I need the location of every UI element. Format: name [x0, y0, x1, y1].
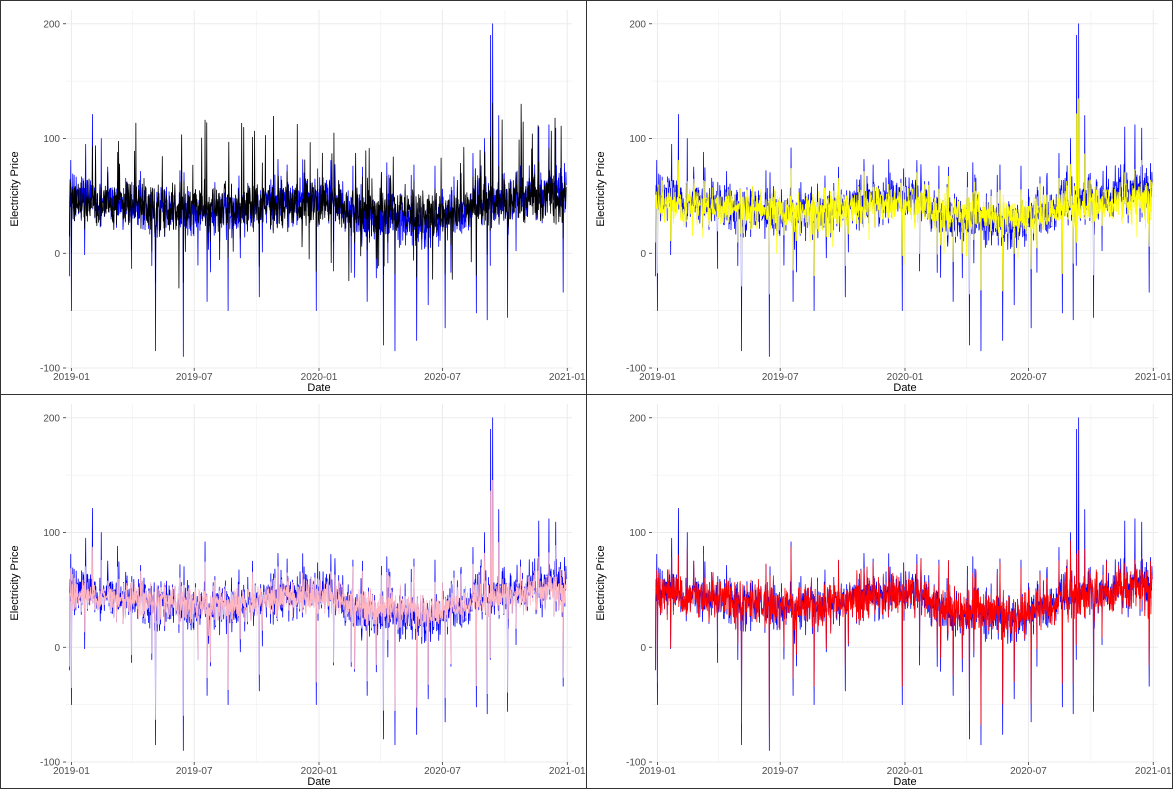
- y-axis-title: Electricity Price: [9, 545, 21, 620]
- y-tick-label: 200: [43, 19, 60, 30]
- y-axis-title: Electricity Price: [9, 151, 21, 226]
- x-tick-label: 2021-01: [1135, 372, 1172, 383]
- x-tick-label: 2020-07: [1010, 766, 1047, 777]
- x-axis-title: Date: [893, 776, 916, 788]
- y-tick-label: 0: [640, 249, 646, 260]
- y-tick-label: -100: [40, 758, 60, 769]
- y-tick-label: 0: [54, 643, 60, 654]
- x-tick-label: 2019-01: [639, 766, 676, 777]
- x-tick-label: 2020-07: [424, 766, 461, 777]
- y-tick-label: 0: [54, 249, 60, 260]
- x-tick-label: 2019-07: [762, 766, 799, 777]
- series-group: [654, 417, 1153, 751]
- x-tick-label: 2019-07: [176, 766, 213, 777]
- panel-bottom-left: -100 0 100 200 2019-01 2019-07 2020-01 2020-07 2…: [0, 394, 587, 789]
- panel-top-right: -100 0 100 200 2019-01 2019-07 2020-01 2020-07 2…: [586, 0, 1173, 395]
- y-tick-label: -100: [626, 758, 646, 769]
- x-tick-label: 2019-01: [53, 766, 90, 777]
- y-axis-title: Electricity Price: [595, 151, 607, 226]
- x-tick-label: 2019-07: [176, 372, 213, 383]
- series-group: [68, 417, 567, 751]
- y-tick-label: 100: [629, 528, 646, 539]
- series-line-predicted: [654, 540, 1153, 729]
- y-tick-label: 200: [629, 413, 646, 424]
- chart-svg: -100 0 100 200 2019-01 2019-07 2020-01 2020-07 2…: [0, 394, 587, 789]
- x-tick-label: 2020-01: [301, 766, 338, 777]
- x-tick-label: 2020-01: [301, 372, 338, 383]
- x-tick-label: 2019-07: [762, 372, 799, 383]
- y-tick-label: 200: [43, 413, 60, 424]
- panel-bottom-right: -100 0 100 200 2019-01 2019-07 2020-01 2020-07 2…: [586, 394, 1173, 789]
- x-tick-label: 2019-01: [53, 372, 90, 383]
- x-tick-label: 2020-07: [424, 372, 461, 383]
- x-axis-title: Date: [307, 776, 330, 788]
- y-tick-label: 100: [43, 134, 60, 145]
- series-group: [654, 23, 1153, 357]
- x-tick-label: 2020-01: [887, 372, 924, 383]
- x-tick-label: 2021-01: [549, 766, 586, 777]
- x-axis-title: Date: [307, 382, 330, 394]
- series-line-predicted: [68, 479, 567, 720]
- x-tick-label: 2020-01: [887, 766, 924, 777]
- x-tick-label: 2019-01: [639, 372, 676, 383]
- y-tick-label: 200: [629, 19, 646, 30]
- series-group: [68, 23, 567, 357]
- x-tick-label: 2020-07: [1010, 372, 1047, 383]
- y-tick-label: 0: [640, 643, 646, 654]
- series-line-predicted: [68, 102, 567, 289]
- chart-svg: -100 0 100 200 2019-01 2019-07 2020-01 2020-07 2…: [586, 0, 1173, 395]
- y-tick-label: 100: [43, 528, 60, 539]
- y-axis-title: Electricity Price: [595, 545, 607, 620]
- y-tick-label: -100: [626, 364, 646, 375]
- panel-top-left: -100 0 100 200 2019-01 2019-07 2020-01 2020-07 2…: [0, 0, 587, 395]
- y-tick-label: -100: [40, 364, 60, 375]
- chart-svg: -100 0 100 200 2019-01 2019-07 2020-01 2020-07 2…: [586, 394, 1173, 789]
- x-tick-label: 2021-01: [1135, 766, 1172, 777]
- y-tick-label: 100: [629, 134, 646, 145]
- series-line-predicted: [654, 98, 1153, 295]
- x-axis-title: Date: [893, 382, 916, 394]
- chart-svg: -100 0 100 200 2019-01 2019-07 2020-01 2020-07 2…: [0, 0, 587, 395]
- x-tick-label: 2021-01: [549, 372, 586, 383]
